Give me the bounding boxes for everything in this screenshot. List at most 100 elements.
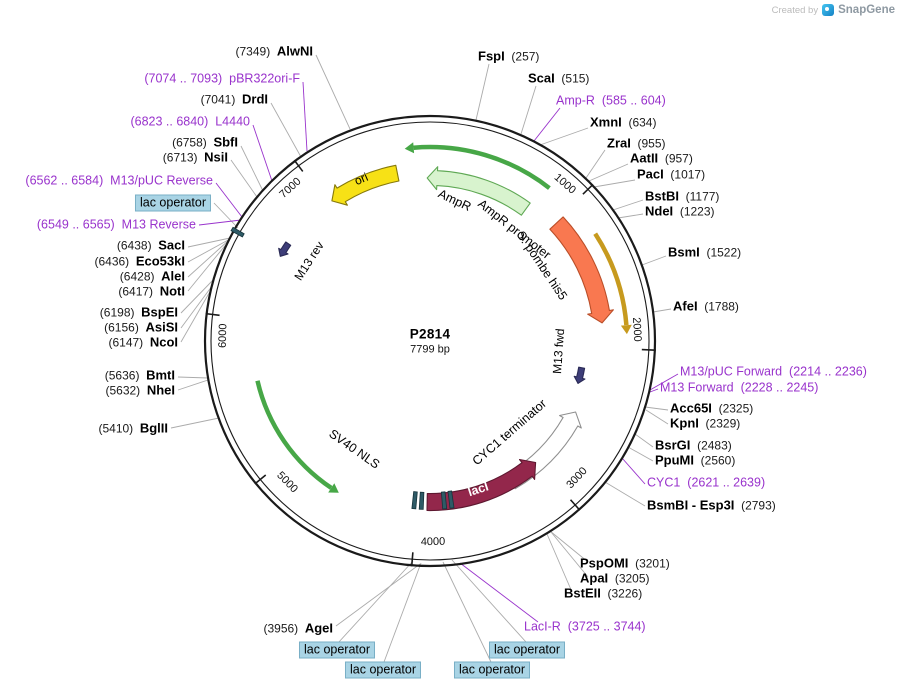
label-ncoi[interactable]: (6147) NcoI xyxy=(108,335,178,352)
leader-line xyxy=(612,199,644,211)
label-ndei[interactable]: NdeI (1223) xyxy=(645,204,715,221)
site-label-text: (955) xyxy=(630,136,666,151)
feature-sv40-nls[interactable] xyxy=(255,380,333,490)
label-m13-forward[interactable]: M13 Forward (2228 .. 2245) xyxy=(660,380,818,397)
label-apai[interactable]: ApaI (3205) xyxy=(580,571,650,588)
site-label-text: AatII xyxy=(630,150,659,166)
label-scai[interactable]: ScaI (515) xyxy=(528,71,589,88)
label-bsmbi-esp3i[interactable]: BsmBI - Esp3I (2793) xyxy=(647,498,776,515)
site-label-text: (3956) xyxy=(263,621,305,636)
feature-his5-gene[interactable] xyxy=(593,232,629,326)
label-sbfi[interactable]: (6758) SbfI xyxy=(172,135,238,152)
label-afei[interactable]: AfeI (1788) xyxy=(673,299,739,316)
leader-line xyxy=(177,379,209,391)
leader-line xyxy=(198,219,242,226)
label-paci[interactable]: PacI (1017) xyxy=(637,167,705,184)
site-label-text: XmnI xyxy=(590,114,622,130)
feature-ampr-promoter[interactable] xyxy=(426,166,531,216)
site-label-text: (6758) xyxy=(172,135,214,150)
label-drdi[interactable]: (7041) DrdI xyxy=(201,92,268,109)
label-bmti[interactable]: (5636) BmtI xyxy=(105,368,175,385)
label-acc65i[interactable]: Acc65I (2325) xyxy=(670,401,753,418)
label-pbr322ori-f[interactable]: (7074 .. 7093) pBR322ori-F xyxy=(144,71,300,88)
label-eco53ki[interactable]: (6436) Eco53kI xyxy=(94,254,185,271)
label-bglii[interactable]: (5410) BglII xyxy=(98,421,168,438)
lac-operator-site[interactable] xyxy=(230,226,245,238)
feature-label-ori[interactable]: ori xyxy=(352,170,370,188)
site-label-text: (957) xyxy=(658,151,693,166)
label-nhei[interactable]: (5632) NheI xyxy=(105,383,175,400)
label-l4440[interactable]: (6823 .. 6840) L4440 xyxy=(130,114,250,131)
label-noti[interactable]: (6417) NotI xyxy=(118,284,185,301)
feature-m13-rev[interactable] xyxy=(278,241,292,257)
leader-line xyxy=(604,481,646,507)
lac-operator-label[interactable]: lac operator xyxy=(134,194,211,212)
plasmid-title: P2814 7799 bp xyxy=(410,327,451,356)
label-m13-reverse[interactable]: (6549 .. 6565) M13 Reverse xyxy=(37,217,196,234)
leader-line xyxy=(451,559,527,643)
site-label-text: (6198) xyxy=(99,305,142,320)
label-ppumi[interactable]: PpuMI (2560) xyxy=(655,453,735,470)
site-label-text: BglII xyxy=(139,420,168,436)
label-saci[interactable]: (6438) SacI xyxy=(117,238,185,255)
site-label-text: LacI-R (3725 .. 3744) xyxy=(524,619,646,634)
leader-line xyxy=(187,239,230,278)
feature-ampr-arrowhead xyxy=(404,142,415,154)
site-label-text: (1522) xyxy=(699,245,742,260)
lac-operator-label[interactable]: lac operator xyxy=(344,661,422,679)
label-bsrgi[interactable]: BsrGI (2483) xyxy=(655,438,732,455)
lac-operator-label[interactable]: lac operator xyxy=(298,641,376,659)
lac-operator-site[interactable] xyxy=(447,490,455,509)
label-bspei[interactable]: (6198) BspEI xyxy=(100,305,178,322)
lac-operator-site[interactable] xyxy=(440,491,448,510)
site-label-text: (5632) xyxy=(105,383,147,398)
label-asisi[interactable]: (6156) AsiSI xyxy=(104,320,178,337)
lac-operator-label[interactable]: lac operator xyxy=(488,641,566,659)
position-tick xyxy=(569,499,581,511)
label-alwni[interactable]: (7349) AlwNI xyxy=(236,44,313,61)
label-alei[interactable]: (6428) AleI xyxy=(120,269,185,286)
label-nsii[interactable]: (6713) NsiI xyxy=(163,150,228,167)
label-amp-r[interactable]: Amp-R (585 .. 604) xyxy=(556,93,666,110)
lac-operator-label[interactable]: lac operator xyxy=(453,661,531,679)
feature-ampr[interactable] xyxy=(413,144,551,190)
leader-line xyxy=(170,417,220,429)
feature-label-m13-fwd[interactable]: M13 fwd xyxy=(550,328,567,374)
label-laci-r[interactable]: LacI-R (3725 .. 3744) xyxy=(524,619,646,636)
site-label-text: (3205) xyxy=(608,571,650,586)
leader-line xyxy=(549,530,589,563)
label-aatii[interactable]: AatII (957) xyxy=(630,151,693,168)
site-label-text: M13 Forward (2228 .. 2245) xyxy=(660,380,819,395)
label-m13-puc-reverse[interactable]: (6562 .. 6584) M13/pUC Reverse xyxy=(25,173,213,190)
feature-his5[interactable] xyxy=(549,216,614,324)
label-xmni[interactable]: XmnI (634) xyxy=(590,115,656,132)
label-m13-puc-forward[interactable]: M13/pUC Forward (2214 .. 2236) xyxy=(680,364,867,381)
label-agei[interactable]: (3956) AgeI xyxy=(263,621,333,638)
label-kpni[interactable]: KpnI (2329) xyxy=(670,416,740,433)
feature-laci[interactable] xyxy=(426,458,537,512)
label-pspomi[interactable]: PspOMI (3201) xyxy=(580,556,670,573)
leader-line xyxy=(230,159,258,198)
feature-label-laci[interactable]: lacI xyxy=(466,479,490,499)
feature-sv40-nls-arrowhead xyxy=(328,483,339,493)
leader-line xyxy=(180,278,215,314)
lac-operator-site[interactable] xyxy=(418,491,425,510)
label-bsmi[interactable]: BsmI (1522) xyxy=(668,245,741,262)
feature-m13-fwd[interactable] xyxy=(573,366,586,384)
label-fspi[interactable]: FspI (257) xyxy=(478,49,539,66)
site-label-text: CYC1 (2621 .. 2639) xyxy=(647,475,766,490)
leader-line xyxy=(621,457,646,485)
label-zrai[interactable]: ZraI (955) xyxy=(607,136,666,153)
label-bsteii[interactable]: BstEII (3226) xyxy=(564,586,642,603)
label-bstbi[interactable]: BstBI (1177) xyxy=(645,189,719,206)
position-tick xyxy=(254,474,267,485)
site-label-text: (6156) xyxy=(104,320,146,335)
leader-line xyxy=(617,213,644,219)
label-cyc1[interactable]: CYC1 (2621 .. 2639) xyxy=(647,475,765,492)
lac-operator-site[interactable] xyxy=(411,491,418,510)
feature-ori[interactable] xyxy=(331,164,400,206)
site-label-text: (7074 .. 7093) pBR322ori-F xyxy=(144,71,300,86)
leader-line xyxy=(383,562,422,663)
